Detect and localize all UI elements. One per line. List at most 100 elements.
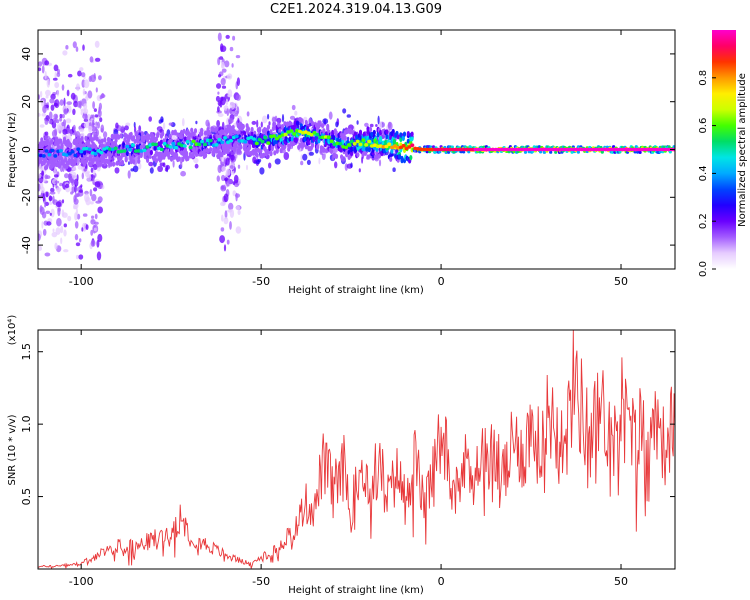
heatmap-cell — [152, 135, 156, 141]
heatmap-cell — [185, 150, 189, 156]
heatmap-cell — [177, 156, 181, 162]
ridge-point — [220, 140, 225, 144]
heatmap-cell — [84, 135, 88, 141]
heatmap-cell — [94, 213, 98, 220]
heatmap-cell — [38, 173, 42, 179]
heatmap-cell — [44, 157, 48, 163]
heatmap-cell — [255, 152, 259, 158]
heatmap-cell — [53, 102, 59, 107]
heatmap-cell — [87, 90, 93, 99]
heatmap-cell — [237, 148, 242, 154]
y-tick-label: 0.5 — [20, 488, 33, 506]
heatmap-cell — [233, 174, 239, 184]
heatmap-cell — [38, 112, 41, 117]
heatmap-cell — [217, 57, 221, 66]
heatmap-cell — [59, 99, 64, 106]
heatmap-cell — [228, 202, 234, 211]
heatmap-cell — [63, 223, 67, 228]
heatmap-cell — [97, 121, 100, 129]
heatmap-cell — [237, 164, 241, 169]
heatmap-cell — [94, 40, 100, 48]
ridge-point — [142, 148, 147, 153]
heatmap-cell — [183, 136, 187, 142]
heatmap-cell — [246, 164, 248, 171]
heatmap-cell — [97, 196, 103, 203]
heatmap-cell — [90, 219, 96, 225]
heatmap-cell — [221, 214, 224, 222]
heatmap-cell — [193, 157, 199, 164]
heatmap-cell — [93, 108, 97, 112]
heatmap-cell — [379, 136, 383, 142]
heatmap-cell — [356, 120, 359, 125]
heatmap-cell — [80, 110, 84, 116]
heatmap-cell — [158, 119, 162, 124]
heatmap-cell — [38, 67, 42, 72]
heatmap-cell — [270, 146, 274, 152]
y-tick-label: 20 — [20, 95, 33, 109]
heatmap-cell — [79, 142, 83, 148]
x-tick-label: -50 — [252, 575, 270, 588]
heatmap-cell — [346, 136, 350, 141]
heatmap-cell — [115, 160, 119, 166]
x-tick-label: 0 — [438, 275, 445, 288]
heatmap-cell — [91, 193, 97, 202]
heatmap-cell — [89, 153, 93, 159]
heatmap-cell — [224, 210, 228, 219]
heatmap-cell — [294, 137, 298, 143]
heatmap-cell — [289, 115, 296, 120]
heatmap-cell — [96, 166, 101, 172]
heatmap-cell — [304, 119, 308, 126]
heatmap-cell — [59, 117, 63, 122]
heatmap-cell — [117, 134, 121, 140]
heatmap-cell — [45, 89, 51, 96]
heatmap-cell — [91, 119, 95, 126]
heatmap-cell — [54, 174, 59, 178]
ridge-point — [59, 149, 63, 153]
heatmap-cell — [128, 161, 130, 166]
heatmap-cell — [129, 131, 133, 137]
heatmap-cell — [62, 163, 67, 169]
heatmap-cell — [387, 121, 392, 129]
heatmap-cell — [225, 171, 228, 179]
heatmap-cell — [76, 213, 81, 220]
heatmap-cell — [377, 115, 380, 125]
heatmap-cell — [65, 118, 72, 124]
heatmap-cell — [125, 151, 129, 157]
ridge-point — [263, 135, 268, 140]
heatmap-cell — [410, 136, 414, 142]
heatmap-cell — [334, 161, 338, 169]
heatmap-cell — [101, 156, 106, 162]
heatmap-cell — [180, 170, 187, 177]
heatmap-cell — [62, 212, 68, 218]
heatmap-cell — [182, 118, 185, 127]
heatmap-cell — [235, 55, 241, 59]
heatmap-cell — [56, 123, 60, 133]
heatmap-cell — [75, 254, 79, 260]
ridge-point — [131, 143, 135, 147]
heatmap-cell — [89, 201, 94, 205]
heatmap-cell — [48, 120, 53, 124]
heatmap-cell — [71, 186, 75, 194]
heatmap-cell — [95, 121, 98, 126]
ridge-point — [171, 141, 176, 146]
heatmap-cell — [75, 46, 79, 52]
ridge-point — [93, 152, 98, 156]
heatmap-panel: -100 -50 0 50 40 20 0 -20 -40 Height of straight… — [7, 29, 676, 296]
heatmap-cell — [72, 108, 76, 116]
heatmap-cell — [258, 127, 262, 133]
ridge-point — [79, 149, 84, 154]
heatmap-cell — [95, 87, 98, 93]
heatmap-cell — [77, 70, 82, 77]
heatmap-cell — [121, 125, 124, 130]
ridge-point — [266, 141, 271, 145]
heatmap-cell — [54, 180, 60, 184]
ridge-point — [44, 149, 49, 153]
heatmap-cell — [378, 159, 382, 167]
heatmap-cell — [55, 201, 62, 208]
heatmap-cell — [343, 135, 347, 141]
ridge-point — [174, 145, 179, 150]
heatmap-cell — [57, 207, 61, 212]
heatmap-cell — [237, 209, 241, 215]
heatmap-cell — [329, 148, 334, 154]
colorbar-tick-label: 0.8 — [698, 70, 709, 86]
